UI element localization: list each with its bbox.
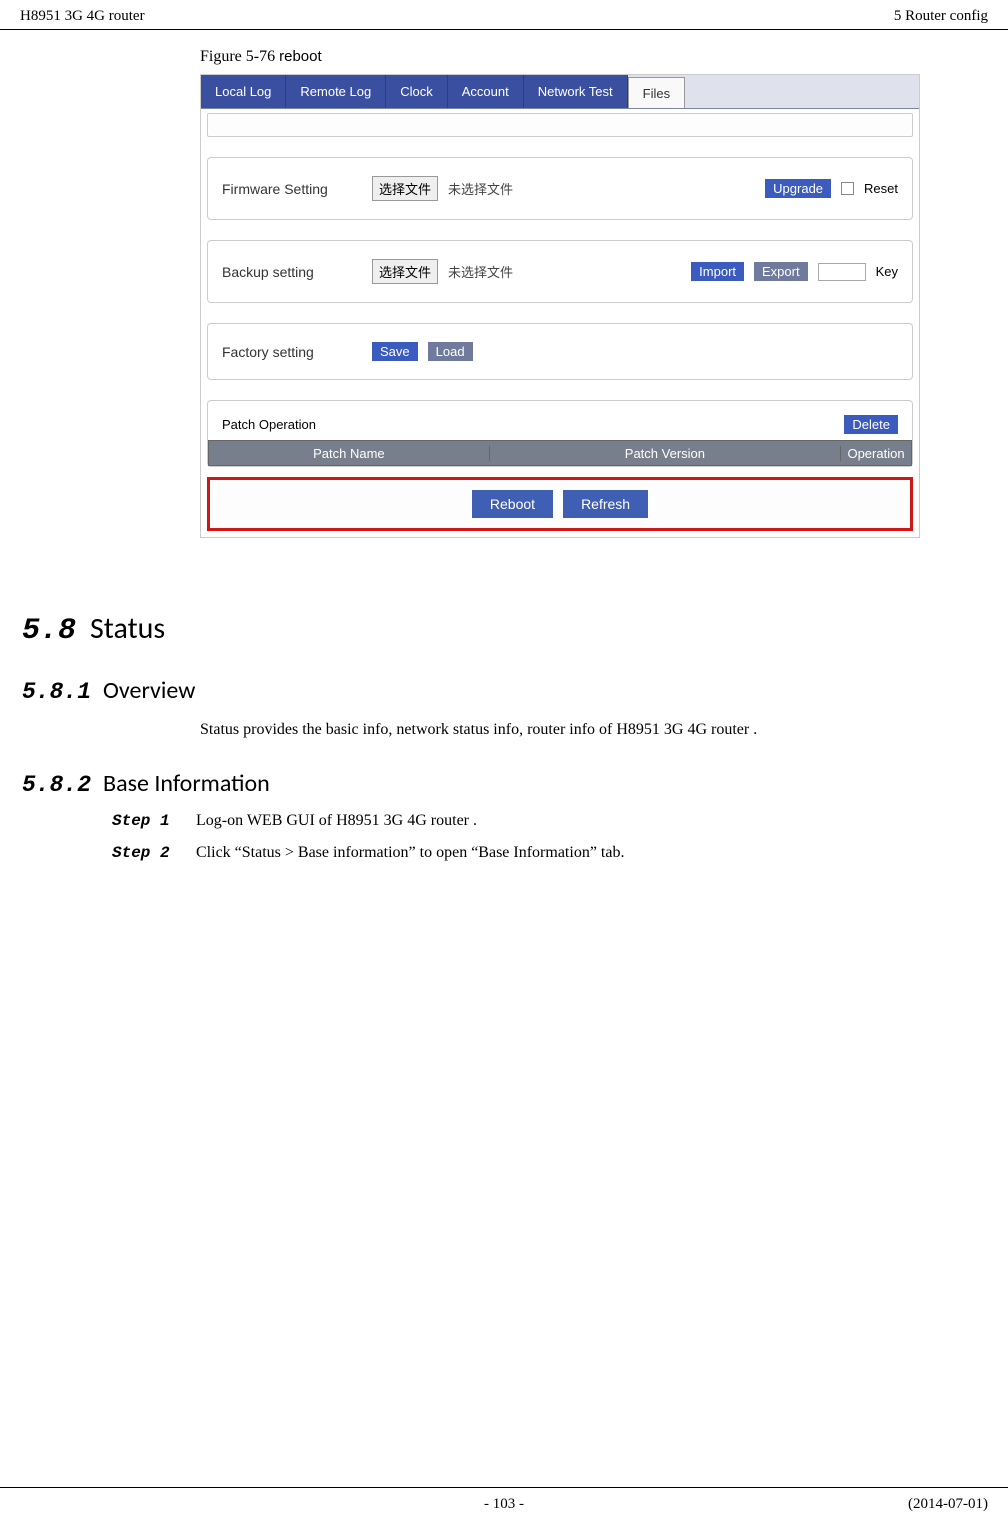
tab-local-log[interactable]: Local Log — [201, 75, 286, 108]
tab-clock[interactable]: Clock — [386, 75, 448, 108]
delete-button[interactable]: Delete — [844, 415, 898, 434]
save-button[interactable]: Save — [372, 342, 418, 361]
firmware-section: Firmware Setting 选择文件 未选择文件 Upgrade Rese… — [207, 157, 913, 220]
header-right: 5 Router config — [894, 8, 988, 25]
section-status: 5.8 Status — [0, 538, 1008, 648]
firmware-file-button[interactable]: 选择文件 — [372, 176, 438, 201]
subsection-baseinfo-num: 5.8.2 — [22, 772, 91, 798]
step-2-text: Click “Status > Base information” to ope… — [196, 844, 624, 862]
screenshot-toolbar-row — [207, 113, 913, 137]
overview-body: Status provides the basic info, network … — [0, 705, 1008, 741]
firmware-file-hint: 未选择文件 — [448, 179, 513, 198]
tab-remote-log[interactable]: Remote Log — [286, 75, 386, 108]
footer-date: (2014-07-01) — [908, 1496, 988, 1513]
key-label: Key — [876, 264, 898, 279]
screenshot-footer: Reboot Refresh — [207, 477, 913, 531]
patch-section: Patch Operation Delete Patch Name Patch … — [207, 400, 913, 467]
key-input[interactable] — [818, 263, 866, 281]
subsection-overview: 5.8.1 Overview — [0, 648, 1008, 705]
reset-checkbox[interactable] — [841, 182, 854, 195]
refresh-button[interactable]: Refresh — [563, 490, 648, 518]
page-number: - 103 - — [484, 1496, 524, 1513]
screenshot-figure: Local Log Remote Log Clock Account Netwo… — [200, 74, 920, 538]
step-1-text: Log-on WEB GUI of H8951 3G 4G router . — [196, 812, 477, 830]
patch-col-operation: Operation — [841, 446, 911, 461]
figure-caption-word: reboot — [279, 48, 322, 65]
page-header: H8951 3G 4G router 5 Router config — [0, 0, 1008, 30]
backup-file-button[interactable]: 选择文件 — [372, 259, 438, 284]
figure-caption: Figure 5-76 reboot — [0, 30, 1008, 74]
step-2: Step 2 Click “Status > Base information”… — [0, 830, 1008, 862]
subsection-overview-num: 5.8.1 — [22, 679, 91, 705]
import-button[interactable]: Import — [691, 262, 744, 281]
export-button[interactable]: Export — [754, 262, 808, 281]
firmware-label: Firmware Setting — [222, 181, 362, 197]
screenshot-tabs: Local Log Remote Log Clock Account Netwo… — [201, 75, 919, 109]
patch-col-name: Patch Name — [209, 446, 490, 461]
figure-caption-prefix: Figure 5-76 — [200, 48, 279, 65]
backup-label: Backup setting — [222, 264, 362, 280]
reboot-button[interactable]: Reboot — [472, 490, 553, 518]
backup-file-hint: 未选择文件 — [448, 262, 513, 281]
step-2-label: Step 2 — [112, 844, 182, 862]
step-1-label: Step 1 — [112, 812, 182, 830]
reset-label: Reset — [864, 181, 898, 196]
subsection-baseinfo: 5.8.2 Base Information — [0, 741, 1008, 798]
header-left: H8951 3G 4G router — [20, 8, 145, 25]
tab-files[interactable]: Files — [628, 77, 685, 108]
subsection-overview-title: Overview — [103, 676, 195, 705]
factory-label: Factory setting — [222, 344, 362, 360]
patch-table-header: Patch Name Patch Version Operation — [208, 440, 912, 466]
backup-section: Backup setting 选择文件 未选择文件 Import Export … — [207, 240, 913, 303]
factory-section: Factory setting Save Load — [207, 323, 913, 380]
subsection-baseinfo-title: Base Information — [103, 769, 270, 798]
section-status-num: 5.8 — [22, 614, 76, 648]
patch-col-version: Patch Version — [490, 446, 841, 461]
tab-account[interactable]: Account — [448, 75, 524, 108]
page-footer: - 103 - (2014-07-01) — [0, 1487, 1008, 1513]
tab-network-test[interactable]: Network Test — [524, 75, 628, 108]
patch-label: Patch Operation — [222, 417, 316, 432]
load-button[interactable]: Load — [428, 342, 473, 361]
section-status-title: Status — [90, 610, 165, 647]
upgrade-button[interactable]: Upgrade — [765, 179, 831, 198]
step-1: Step 1 Log-on WEB GUI of H8951 3G 4G rou… — [0, 798, 1008, 830]
